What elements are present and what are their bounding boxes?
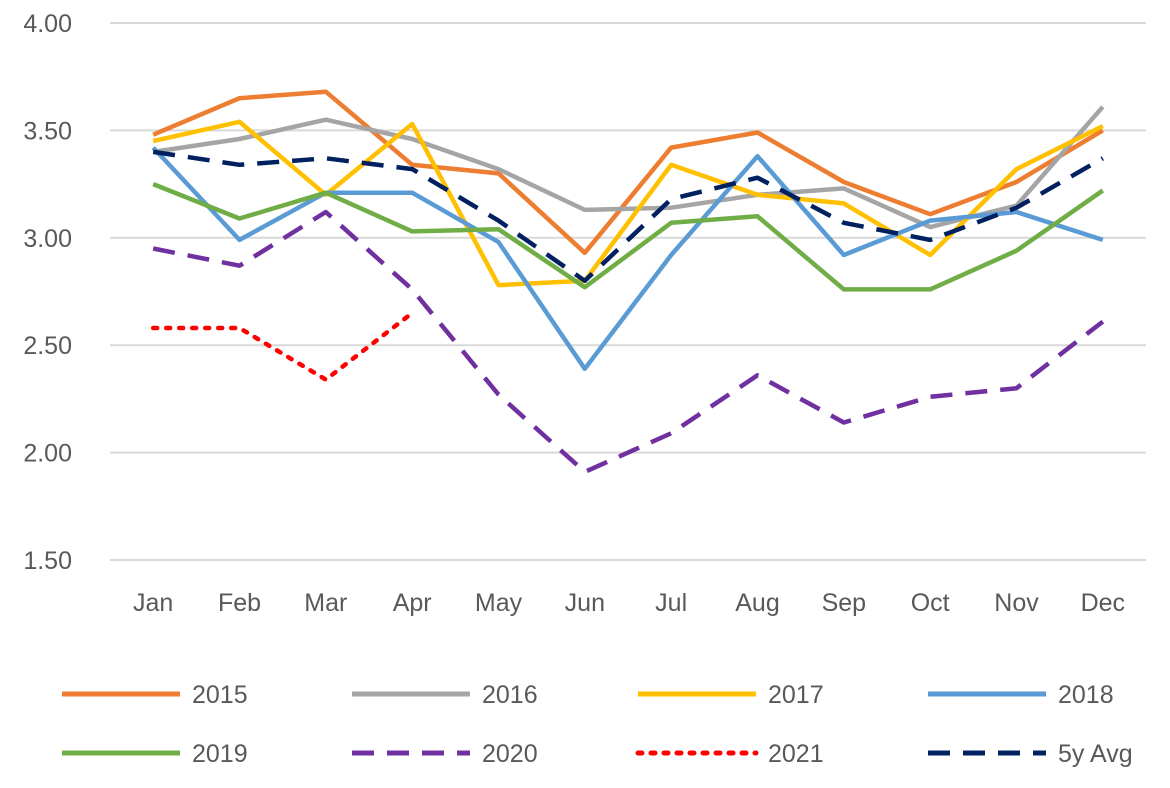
x-tick-label: Jul <box>655 589 687 617</box>
x-tick-label: Dec <box>1081 589 1125 617</box>
legend-label: 2020 <box>482 740 538 768</box>
series-line-2020 <box>152 209 1105 475</box>
x-tick-label: Aug <box>735 589 779 617</box>
x-tick-label: Oct <box>911 589 950 617</box>
legend-label: 2021 <box>768 740 824 768</box>
legend: 2015 2016 2017 2018 2019 2020 2021 5y Avg <box>62 681 1133 768</box>
series-line-2021 <box>150 310 415 382</box>
series-line-2015 <box>152 89 1104 256</box>
legend-label: 2015 <box>192 681 248 709</box>
x-tick-label: Nov <box>994 589 1039 617</box>
y-tick-label: 2.00 <box>23 440 72 468</box>
x-tick-label: Sep <box>822 589 866 617</box>
series-line-2016 <box>152 105 1105 230</box>
legend-label: 5y Avg <box>1058 740 1133 768</box>
y-tick-label: 4.00 <box>23 10 72 38</box>
series-line-5y-avg <box>152 149 1104 284</box>
y-tick-label: 3.00 <box>23 225 72 253</box>
x-tick-label: May <box>475 589 523 617</box>
y-tick-label: 3.50 <box>23 117 72 145</box>
x-tick-label: Feb <box>218 589 261 617</box>
x-tick-label: Apr <box>393 589 432 617</box>
y-tick-label: 2.50 <box>23 332 72 360</box>
y-tick-label: 1.50 <box>23 547 72 575</box>
y-axis-tick-labels: 1.50 2.00 2.50 3.00 3.50 4.00 <box>23 10 72 575</box>
x-tick-label: Jun <box>565 589 605 617</box>
series-line-2019 <box>152 182 1105 292</box>
x-axis-tick-labels: Jan Feb Mar Apr May Jun Jul Aug Sep Oct Nov Dec <box>133 589 1125 617</box>
gridlines <box>110 22 1146 561</box>
legend-label: 2019 <box>192 740 248 768</box>
series-line-2018 <box>151 146 1104 372</box>
legend-label: 2017 <box>768 681 824 709</box>
legend-label: 2016 <box>482 681 538 709</box>
x-tick-label: Mar <box>304 589 347 617</box>
legend-label: 2018 <box>1058 681 1114 709</box>
series-lines <box>150 89 1105 475</box>
x-tick-label: Jan <box>133 589 173 617</box>
series-line-2017 <box>152 119 1104 288</box>
